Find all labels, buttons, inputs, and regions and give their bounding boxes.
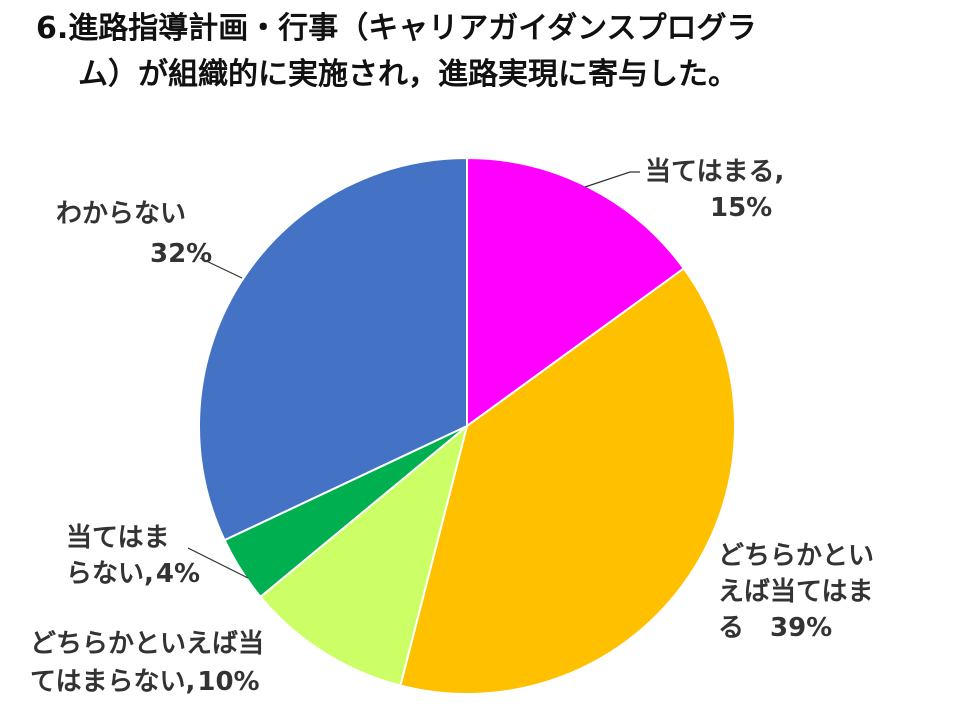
slice-label-0-line-0: 当てはまる, — [645, 157, 784, 187]
slice-label-1-line-0: どちらかとい — [718, 541, 874, 571]
pie-slices — [198, 156, 736, 696]
chart-title-line2: ム）が組織的に実施され，進路実現に寄与した。 — [78, 57, 738, 92]
slice-value-3: 4% — [156, 559, 200, 589]
slice-label-2-line-1: てはまらない, — [30, 667, 195, 697]
chart-title: 6.進路指導計画・行事（キャリアガイダンスプログラ ム）が組織的に実施され，進路… — [30, 6, 936, 98]
slice-label-3-line-1: らない, — [66, 559, 154, 589]
slice-value-0: 15% — [710, 193, 772, 223]
pie-slice-1 — [399, 267, 736, 696]
pie-slice-4 — [198, 156, 468, 542]
leader-line-4 — [199, 257, 243, 279]
slice-label-1-line-1: えば当てはま — [718, 577, 873, 607]
leader-line-0 — [584, 171, 640, 188]
leader-lines — [187, 171, 640, 579]
slice-value-2: 10% — [197, 667, 259, 697]
slice-value-1: 39% — [770, 613, 832, 643]
leader-line-3 — [187, 547, 249, 579]
slice-value-4: 32% — [150, 239, 212, 269]
slice-label-4-line-0: わからない — [56, 199, 186, 229]
chart-title-line1: 6.進路指導計画・行事（キャリアガイダンスプログラ — [36, 11, 757, 46]
slice-label-3-line-0: 当てはま — [66, 523, 169, 553]
slice-label-1-line-2: る — [718, 613, 744, 643]
pie-slice-0 — [466, 156, 686, 428]
slice-label-2-line-0: どちらかといえば当 — [30, 629, 264, 659]
pie-slice-2 — [259, 423, 469, 687]
